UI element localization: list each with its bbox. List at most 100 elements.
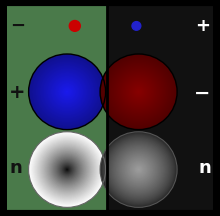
Circle shape (131, 162, 146, 177)
Circle shape (62, 165, 72, 174)
Circle shape (117, 71, 160, 113)
Circle shape (106, 60, 171, 124)
Circle shape (116, 70, 161, 114)
Circle shape (51, 76, 83, 108)
Circle shape (43, 68, 91, 115)
Circle shape (130, 83, 147, 100)
Circle shape (62, 87, 72, 97)
Circle shape (47, 72, 87, 112)
Circle shape (46, 71, 88, 112)
Circle shape (55, 158, 79, 181)
Circle shape (138, 91, 139, 93)
Circle shape (52, 154, 82, 185)
Circle shape (46, 149, 88, 190)
Circle shape (101, 55, 176, 129)
Circle shape (137, 168, 140, 171)
Circle shape (102, 56, 175, 128)
Circle shape (31, 56, 103, 127)
Circle shape (42, 145, 93, 195)
Circle shape (45, 148, 89, 191)
Circle shape (103, 135, 174, 205)
Circle shape (53, 155, 82, 184)
Circle shape (41, 144, 93, 195)
Bar (7, 6, 107, 210)
Circle shape (104, 136, 173, 203)
Circle shape (37, 62, 97, 121)
Circle shape (54, 79, 80, 105)
Circle shape (31, 134, 104, 205)
Circle shape (123, 76, 154, 107)
Circle shape (32, 135, 102, 204)
Circle shape (113, 66, 165, 117)
Circle shape (130, 161, 147, 178)
Circle shape (136, 89, 141, 94)
Circle shape (133, 164, 144, 175)
Circle shape (66, 169, 68, 170)
Circle shape (103, 135, 174, 204)
Circle shape (123, 154, 154, 185)
Circle shape (134, 165, 143, 174)
Circle shape (124, 155, 154, 184)
Circle shape (111, 65, 166, 119)
Circle shape (39, 142, 95, 197)
Circle shape (51, 154, 83, 185)
Circle shape (112, 144, 165, 195)
Circle shape (34, 137, 100, 202)
Circle shape (125, 156, 152, 183)
Circle shape (47, 72, 87, 111)
Circle shape (137, 90, 141, 94)
Circle shape (102, 56, 176, 128)
Circle shape (122, 75, 156, 108)
Circle shape (138, 169, 139, 170)
Circle shape (121, 152, 156, 187)
Circle shape (42, 145, 92, 194)
Circle shape (129, 160, 148, 179)
Circle shape (57, 82, 77, 102)
Circle shape (57, 160, 77, 179)
Circle shape (102, 134, 175, 205)
Circle shape (38, 141, 96, 198)
Circle shape (113, 145, 164, 195)
Circle shape (64, 166, 70, 173)
Circle shape (115, 69, 162, 115)
Circle shape (46, 71, 88, 113)
Circle shape (125, 79, 152, 105)
Circle shape (53, 78, 82, 106)
Circle shape (31, 135, 103, 205)
Circle shape (115, 68, 163, 115)
Circle shape (63, 166, 71, 173)
Circle shape (44, 147, 90, 192)
Circle shape (106, 137, 171, 202)
Text: n: n (198, 159, 211, 178)
Text: +: + (195, 17, 210, 35)
Circle shape (49, 74, 85, 110)
Circle shape (42, 67, 92, 116)
Circle shape (33, 58, 102, 126)
Circle shape (122, 154, 155, 186)
Circle shape (104, 58, 173, 126)
Circle shape (59, 84, 75, 100)
Circle shape (133, 87, 144, 97)
Circle shape (136, 89, 141, 95)
Circle shape (118, 71, 159, 112)
Circle shape (126, 157, 151, 182)
Circle shape (61, 86, 73, 98)
Circle shape (137, 90, 140, 93)
Circle shape (122, 76, 155, 108)
Circle shape (133, 86, 144, 97)
Circle shape (110, 64, 167, 120)
Circle shape (107, 138, 170, 201)
Circle shape (59, 83, 76, 100)
Circle shape (60, 85, 74, 98)
Circle shape (62, 164, 72, 175)
Circle shape (65, 90, 69, 94)
Circle shape (33, 136, 102, 203)
Circle shape (37, 62, 97, 122)
Circle shape (66, 90, 69, 93)
Circle shape (138, 169, 139, 170)
Circle shape (49, 74, 85, 109)
Circle shape (119, 73, 158, 111)
Circle shape (129, 82, 148, 101)
Circle shape (35, 60, 99, 124)
Circle shape (101, 133, 176, 206)
